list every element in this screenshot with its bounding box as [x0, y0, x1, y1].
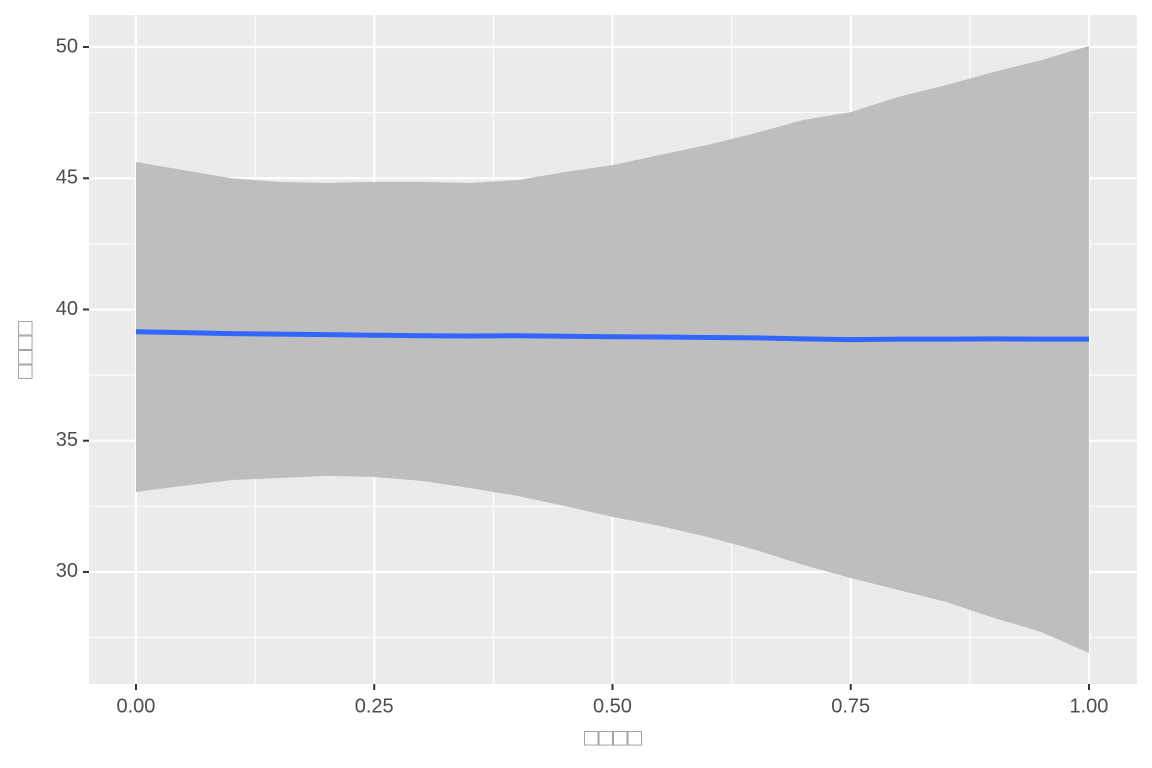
x-tick-label: 0.75	[831, 695, 870, 717]
confidence-band	[135, 45, 1089, 654]
y-tick-label: 40	[56, 298, 78, 320]
x-axis-title: □□□□	[584, 724, 642, 751]
y-tick-label: 35	[56, 429, 78, 451]
smooth-line	[135, 329, 1089, 343]
y-tick-label: 50	[56, 35, 78, 57]
y-axis-title: □□□□	[11, 321, 38, 379]
x-tick-label: 0.25	[355, 695, 394, 717]
y-tick-label: 30	[56, 560, 78, 582]
x-tick-label: 1.00	[1070, 695, 1109, 717]
y-tick-label: 45	[56, 167, 78, 189]
x-tick-label: 0.00	[117, 695, 156, 717]
x-tick-label: 0.50	[593, 695, 632, 717]
